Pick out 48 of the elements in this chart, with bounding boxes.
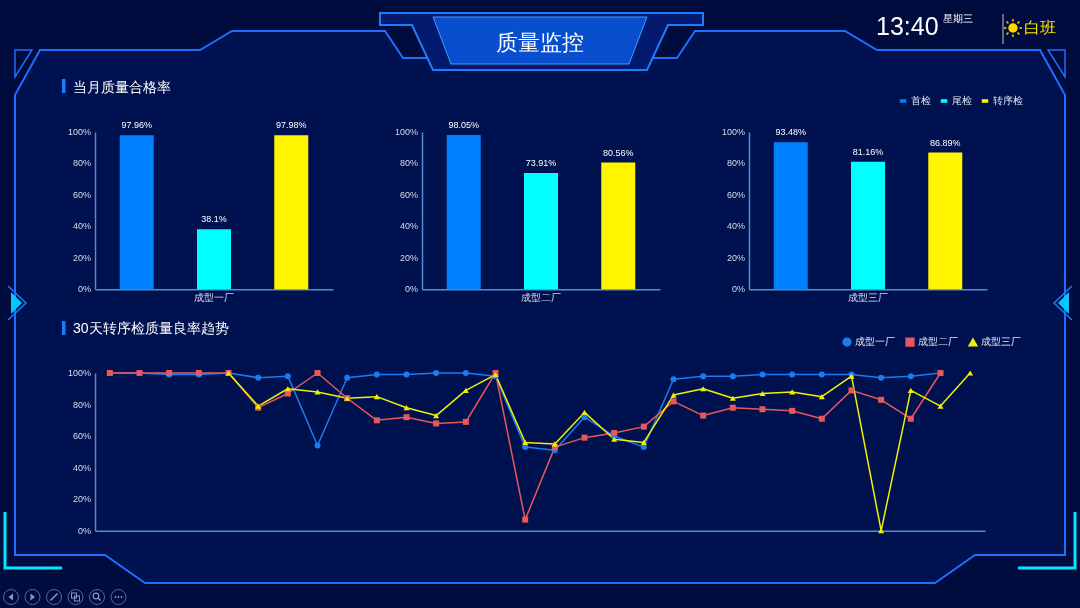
data-label: 80.56% xyxy=(603,147,634,158)
legend-label: 首检 xyxy=(911,94,931,106)
y-tick-label: 0% xyxy=(78,283,91,294)
data-label: 98.05% xyxy=(448,119,479,130)
y-tick-label: 20% xyxy=(73,252,92,263)
y-tick-label: 80% xyxy=(73,399,92,410)
y-tick-label: 100% xyxy=(68,368,92,379)
y-tick-label: 40% xyxy=(73,462,92,473)
y-tick-label: 100% xyxy=(722,126,746,137)
y-tick-label: 60% xyxy=(400,189,419,200)
y-tick-label: 0% xyxy=(405,283,418,294)
text: 星期三 xyxy=(943,13,973,24)
x-tick-label: 成型三厂 xyxy=(848,291,888,303)
data-label: 86.89% xyxy=(930,137,961,148)
y-tick-label: 80% xyxy=(727,158,746,169)
legend-label: 成型一厂 xyxy=(854,336,895,348)
data-label: 97.96% xyxy=(121,119,152,130)
chart-title: 30天转序检质量良率趋势 xyxy=(73,320,229,337)
x-tick-label: 成型一厂 xyxy=(194,291,234,303)
y-tick-label: 80% xyxy=(73,158,92,169)
y-tick-label: 0% xyxy=(732,283,745,294)
text: 质量监控 xyxy=(495,30,585,55)
y-tick-label: 20% xyxy=(73,494,92,505)
text: 13:40 xyxy=(876,12,939,40)
legend-label: 尾检 xyxy=(952,94,972,106)
data-label: 38.1% xyxy=(201,214,227,225)
y-tick-label: 80% xyxy=(400,158,419,169)
legend-label: 成型二厂 xyxy=(917,336,958,348)
legend-label: 转序检 xyxy=(993,94,1023,106)
y-tick-label: 60% xyxy=(727,189,746,200)
y-tick-label: 60% xyxy=(73,189,92,200)
x-tick-label: 成型二厂 xyxy=(521,291,561,303)
y-tick-label: 40% xyxy=(727,221,746,232)
text: 白班 xyxy=(1024,19,1056,36)
y-tick-label: 0% xyxy=(78,525,92,536)
legend-label: 成型三厂 xyxy=(980,336,1021,348)
data-label: 81.16% xyxy=(852,146,884,157)
y-tick-label: 100% xyxy=(395,126,419,137)
y-tick-label: 40% xyxy=(400,221,419,232)
y-tick-label: 60% xyxy=(73,431,92,442)
y-tick-label: 100% xyxy=(68,126,92,137)
y-tick-label: 20% xyxy=(727,252,746,263)
data-label: 73.91% xyxy=(525,157,557,168)
data-label: 97.98% xyxy=(276,119,307,130)
y-tick-label: 40% xyxy=(73,221,92,232)
y-tick-label: 20% xyxy=(400,252,419,263)
chart-title: 当月质量合格率 xyxy=(73,78,171,95)
data-label: 93.48% xyxy=(775,126,806,137)
